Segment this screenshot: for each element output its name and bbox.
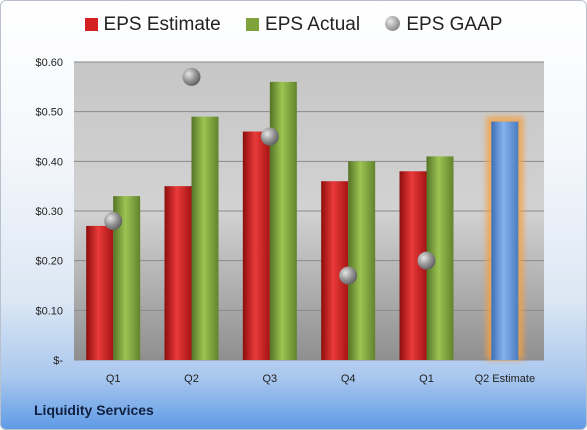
legend-label-eps-actual: EPS Actual — [265, 14, 361, 35]
y-tick-label: $- — [53, 355, 63, 367]
x-tick-label: Q2 Estimate — [475, 373, 536, 385]
eps-gaap-point — [260, 127, 279, 146]
eps-estimate-bar — [86, 225, 114, 360]
y-axis-ticks: $- $0.10 $0.20 $0.30 $0.40 $0.50 $0.60 — [35, 57, 63, 367]
y-tick-label: $0.30 — [35, 206, 63, 218]
legend-swatch-eps-estimate — [84, 18, 98, 31]
x-tick-label: Q1 — [106, 373, 121, 385]
gaap-points — [104, 67, 436, 285]
y-tick-label: $0.40 — [35, 156, 63, 168]
grid-lines — [74, 61, 544, 361]
x-tick-label: Q2 — [184, 373, 199, 385]
legend-label-eps-estimate: EPS Estimate — [103, 14, 221, 35]
legend-swatch-eps-actual — [246, 18, 260, 31]
x-tick-label: Q1 — [419, 373, 434, 385]
eps-gaap-point — [339, 266, 358, 285]
eps-actual-bar — [348, 161, 376, 360]
company-name: Liquidity Services — [34, 402, 154, 418]
x-tick-label: Q3 — [262, 373, 277, 385]
eps-gaap-point — [182, 67, 201, 86]
y-tick-label: $0.10 — [35, 305, 63, 317]
legend-item-eps-gaap: EPS GAAP — [385, 14, 502, 36]
x-axis-ticks: Q1 Q2 Q3 Q4 Q1 Q2 Estimate — [106, 373, 535, 385]
legend-swatch-eps-gaap — [385, 16, 401, 31]
y-tick-label: $0.50 — [35, 107, 63, 119]
eps-gaap-point — [104, 211, 123, 230]
legend-item-eps-actual: EPS Actual — [246, 14, 360, 36]
q2-estimate-bar — [491, 121, 519, 360]
legend: EPS Estimate EPS Actual EPS GAAP — [0, 14, 587, 36]
x-tick-label: Q4 — [341, 373, 356, 385]
legend-label-eps-gaap: EPS GAAP — [406, 14, 503, 35]
eps-actual-bar — [191, 116, 219, 360]
eps-estimate-bar — [242, 131, 270, 360]
eps-estimate-bar — [164, 186, 192, 360]
legend-item-eps-estimate: EPS Estimate — [84, 14, 221, 36]
y-tick-label: $0.60 — [35, 57, 63, 69]
eps-actual-bar — [269, 81, 297, 360]
y-tick-label: $0.20 — [35, 256, 63, 268]
eps-gaap-point — [417, 251, 436, 270]
